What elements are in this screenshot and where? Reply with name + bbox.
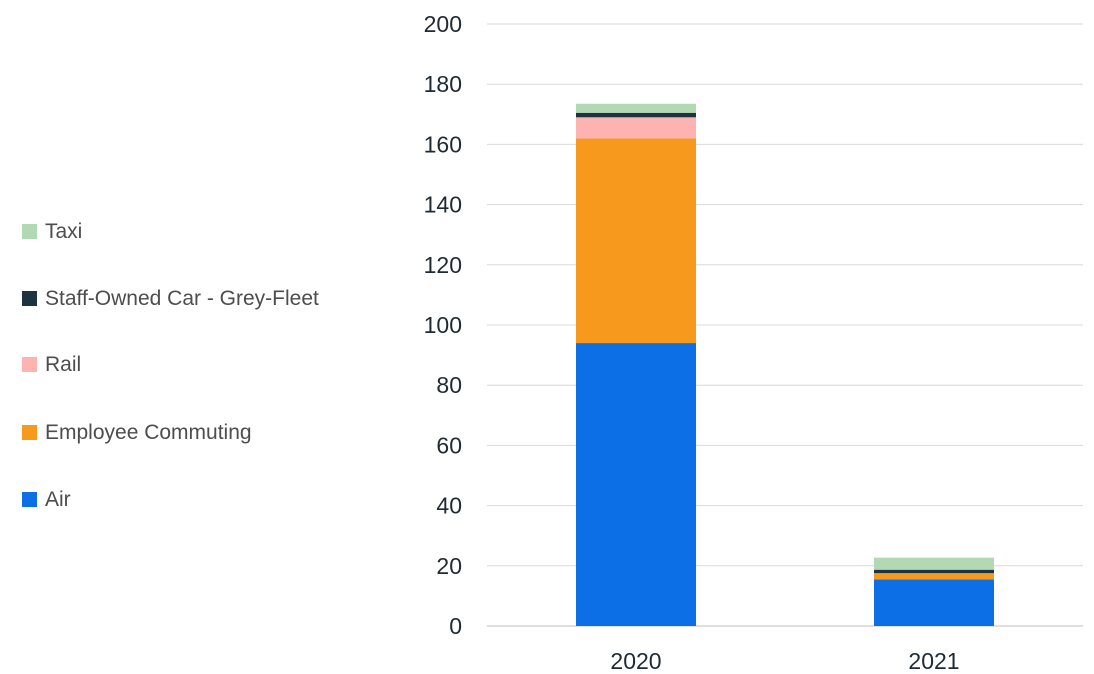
legend-item: Air	[22, 488, 71, 511]
legend-swatch	[22, 425, 37, 440]
bar-segment-staff-owned-car-grey-fleet-2021	[874, 569, 994, 574]
legend-item: Taxi	[22, 220, 82, 243]
legend-item: Employee Commuting	[22, 421, 252, 444]
legend-swatch	[22, 224, 37, 239]
y-tick-label: 180	[424, 71, 462, 97]
y-tick-label: 100	[424, 312, 462, 338]
bar-segment-employee-commuting-2020	[576, 138, 696, 344]
bar-segment-taxi-2020	[576, 103, 696, 113]
x-tick-label: 2020	[610, 648, 661, 674]
legend-item: Rail	[22, 353, 81, 376]
y-tick-label: 60	[436, 432, 462, 458]
bar-segment-rail-2020	[576, 117, 696, 139]
x-axis-tick-labels: 2020 2021	[610, 648, 959, 674]
legend-label: Employee Commuting	[45, 421, 252, 444]
bar-stacks	[576, 103, 994, 626]
legend-swatch	[22, 492, 37, 507]
y-tick-label: 200	[424, 11, 462, 37]
bar-segment-staff-owned-car-grey-fleet-2020	[576, 112, 696, 118]
y-tick-label: 120	[424, 252, 462, 278]
bar-segment-rail-2021	[874, 573, 994, 574]
legend-label: Air	[45, 488, 71, 511]
y-tick-label: 0	[449, 613, 462, 639]
bar-segment-employee-commuting-2021	[874, 573, 994, 580]
y-tick-label: 40	[436, 493, 462, 519]
x-tick-label: 2021	[908, 648, 959, 674]
bar-segment-taxi-2021	[874, 557, 994, 570]
legend-label: Staff-Owned Car - Grey-Fleet	[45, 287, 319, 310]
legend-label: Rail	[45, 353, 81, 376]
legend: Taxi Staff-Owned Car - Grey-Fleet Rail Empl…	[22, 220, 319, 511]
y-tick-label: 20	[436, 553, 462, 579]
y-tick-label: 140	[424, 192, 462, 218]
legend-swatch	[22, 357, 37, 372]
y-tick-label: 80	[436, 372, 462, 398]
legend-item: Staff-Owned Car - Grey-Fleet	[22, 287, 319, 310]
bar-segment-air-2021	[874, 579, 994, 626]
y-axis-tick-labels: 0 20 40 60 80 100 120 140 160 180 200	[424, 11, 462, 639]
legend-label: Taxi	[45, 220, 82, 243]
legend-swatch	[22, 291, 37, 306]
y-tick-label: 160	[424, 131, 462, 157]
bar-segment-air-2020	[576, 343, 696, 626]
